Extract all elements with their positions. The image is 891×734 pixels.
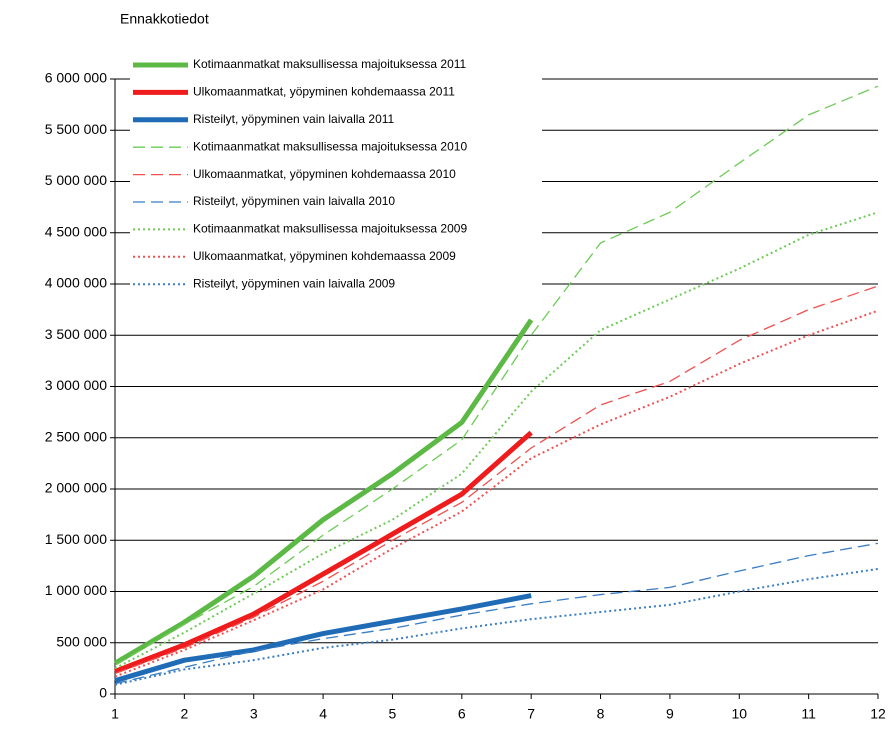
- legend-label: Kotimaanmatkat maksullisessa majoitukses…: [193, 57, 467, 71]
- legend-label: Ulkomaanmatkat, yöpyminen kohdemaassa 20…: [193, 85, 455, 99]
- y-tick-label: 6 000 000: [45, 70, 107, 86]
- y-tick-label: 5 500 000: [45, 121, 107, 137]
- legend-label: Risteilyt, yöpyminen vain laivalla 2011: [193, 112, 395, 126]
- x-tick-label: 12: [870, 706, 886, 722]
- series-line: [114, 85, 879, 666]
- y-tick-label: 2 000 000: [45, 480, 107, 496]
- y-tick-label: 0: [99, 685, 107, 701]
- legend-label: Risteilyt, yöpyminen vain laivalla 2009: [193, 276, 395, 290]
- series-line: [114, 211, 879, 670]
- y-tick-label: 2 500 000: [45, 428, 107, 444]
- series-line: [114, 430, 533, 674]
- series-line: [114, 309, 879, 678]
- y-tick-label: 4 000 000: [45, 275, 107, 291]
- series-line: [113, 318, 534, 666]
- legend-label: Ulkomaanmatkat, yöpyminen kohdemaassa 20…: [193, 167, 456, 181]
- x-tick-label: 3: [250, 706, 258, 722]
- legend-label: Risteilyt, yöpyminen vain laivalla 2010: [193, 194, 395, 208]
- x-tick-label: 2: [180, 706, 188, 722]
- x-tick-label: 6: [458, 706, 466, 722]
- x-tick-label: 10: [731, 706, 747, 722]
- legend-label: Kotimaanmatkat maksullisessa majoitukses…: [193, 139, 467, 153]
- x-tick-label: 1: [111, 706, 119, 722]
- x-tick-label: 5: [389, 706, 397, 722]
- x-tick-label: 4: [319, 706, 327, 722]
- y-tick-label: 4 500 000: [45, 223, 107, 239]
- y-tick-label: 1 500 000: [45, 531, 107, 547]
- x-tick-label: 7: [527, 706, 535, 722]
- series-line: [114, 567, 879, 686]
- legend-label: Kotimaanmatkat maksullisessa majoitukses…: [193, 222, 467, 236]
- series-line: [114, 593, 532, 684]
- legend-label: Ulkomaanmatkat, yöpyminen kohdemaassa 20…: [193, 249, 456, 263]
- y-tick-label: 500 000: [56, 633, 107, 649]
- y-tick-label: 3 000 000: [45, 377, 107, 393]
- x-tick-label: 11: [801, 706, 816, 722]
- y-tick-label: 1 000 000: [45, 582, 107, 598]
- x-tick-label: 9: [666, 706, 674, 722]
- y-tick-label: 3 500 000: [45, 326, 107, 342]
- y-tick-label: 5 000 000: [45, 172, 107, 188]
- series-line: [114, 285, 879, 675]
- series-line: [114, 542, 879, 685]
- chart-title: Ennakkotiedot: [120, 11, 209, 27]
- legend-background: [130, 52, 542, 307]
- x-tick-label: 8: [597, 706, 605, 722]
